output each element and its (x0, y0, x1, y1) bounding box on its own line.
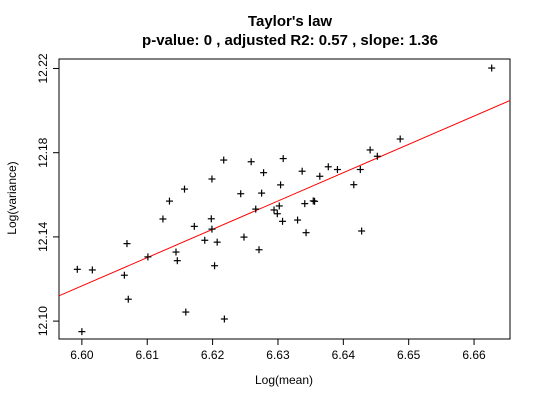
data-point (273, 210, 281, 218)
data-point (213, 238, 221, 246)
data-point (311, 197, 319, 205)
x-tick-label: 6.60 (70, 348, 94, 362)
data-point (298, 167, 306, 175)
data-point (201, 236, 209, 244)
data-point (88, 266, 96, 274)
y-tick-label: 12.10 (36, 306, 50, 336)
data-point (124, 295, 132, 303)
y-axis: 12.10 12.14 12.18 12.22 (36, 53, 59, 336)
data-point (208, 225, 216, 233)
data-point (277, 181, 285, 189)
data-points-layer (73, 64, 496, 336)
data-point (144, 253, 152, 261)
data-point (159, 215, 167, 223)
data-point (333, 166, 341, 174)
data-point (190, 222, 198, 230)
data-point (123, 240, 131, 248)
x-tick-label: 6.65 (397, 348, 421, 362)
x-tick-label: 6.62 (201, 348, 225, 362)
plot-area-frame (58, 58, 511, 340)
data-point (173, 257, 181, 265)
data-point (373, 152, 381, 160)
data-point (220, 156, 228, 164)
data-point (220, 315, 228, 323)
data-point (316, 172, 324, 180)
y-tick-label: 12.14 (36, 222, 50, 252)
data-point (350, 181, 358, 189)
y-axis-label: Log(variance) (5, 161, 19, 234)
data-point (240, 233, 248, 241)
data-point (260, 169, 268, 177)
data-point (182, 308, 190, 316)
data-point (279, 217, 287, 225)
data-point (120, 271, 128, 279)
chart-subtitle: p-value: 0 , adjusted R2: 0.57 , slope: … (142, 32, 438, 49)
data-point (302, 229, 310, 237)
data-point (258, 189, 266, 197)
data-point (358, 227, 366, 235)
data-point (324, 163, 332, 171)
data-point (78, 328, 86, 336)
data-point (172, 248, 180, 256)
data-point (255, 246, 263, 254)
data-point (294, 216, 302, 224)
data-point (208, 175, 216, 183)
x-axis-label: Log(mean) (255, 373, 313, 387)
data-point (301, 200, 309, 208)
data-point (396, 135, 404, 143)
data-point (275, 202, 283, 210)
data-point (73, 265, 81, 273)
data-point (252, 205, 260, 213)
data-point (366, 146, 374, 154)
x-tick-label: 6.63 (266, 348, 290, 362)
y-tick-label: 12.18 (36, 137, 50, 167)
data-point (488, 64, 496, 72)
data-point (180, 185, 188, 193)
data-point (237, 190, 245, 198)
data-point (247, 158, 255, 166)
x-axis: 6.60 6.61 6.62 6.63 6.64 6.65 6.66 (70, 339, 486, 362)
y-tick-label: 12.22 (36, 53, 50, 83)
x-tick-label: 6.66 (462, 348, 486, 362)
data-point (270, 206, 278, 214)
data-point (207, 215, 215, 223)
data-point (165, 197, 173, 205)
data-point (356, 166, 364, 174)
x-tick-label: 6.64 (332, 348, 356, 362)
data-point (211, 262, 219, 270)
chart-title: Taylor's law (248, 13, 332, 30)
data-point (279, 155, 287, 163)
x-tick-label: 6.61 (136, 348, 160, 362)
fit-line-layer (58, 100, 511, 297)
regression-line (58, 100, 511, 297)
